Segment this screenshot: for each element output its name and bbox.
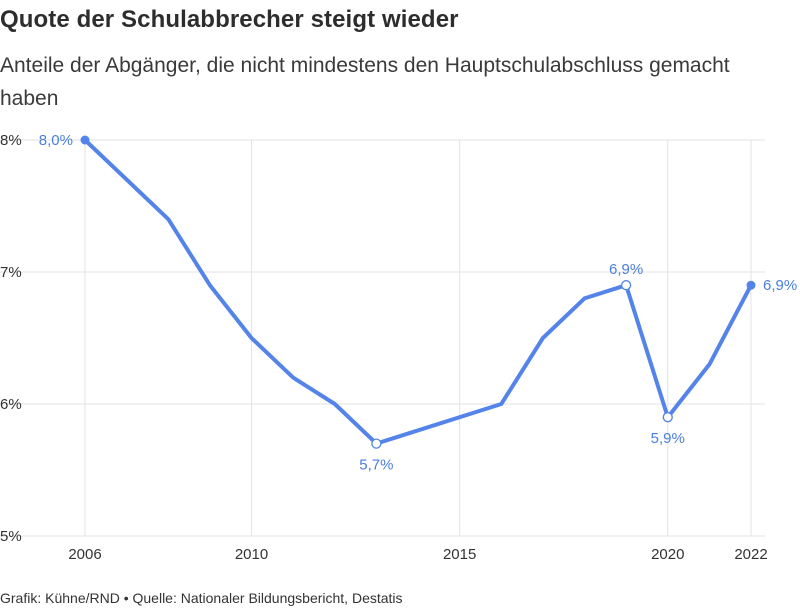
x-tick-label: 2020 bbox=[651, 546, 684, 563]
chart-title: Quote der Schulabbrecher steigt wieder bbox=[0, 6, 459, 33]
data-label: 5,9% bbox=[651, 430, 685, 447]
chart-subtitle: Anteile der Abgänger, die nicht mindeste… bbox=[0, 54, 730, 110]
x-tick-label: 2015 bbox=[443, 546, 476, 563]
y-tick-label: 5% bbox=[0, 528, 22, 545]
x-tick-label: 2010 bbox=[235, 546, 268, 563]
data-point-marker bbox=[662, 412, 673, 423]
data-point-marker bbox=[80, 135, 90, 145]
data-label: 6,9% bbox=[763, 277, 797, 294]
y-tick-label: 6% bbox=[0, 396, 22, 413]
data-point-marker bbox=[746, 280, 756, 290]
data-label: 5,7% bbox=[359, 457, 393, 474]
data-label: 8,0% bbox=[39, 132, 73, 149]
series-line bbox=[83, 138, 753, 446]
chart-footer-credit: Grafik: Kühne/RND • Quelle: Nationaler B… bbox=[0, 590, 403, 606]
x-tick-label: 2006 bbox=[68, 546, 101, 563]
y-tick-label: 7% bbox=[0, 264, 22, 281]
data-point-marker bbox=[371, 438, 382, 449]
y-tick-label: 8% bbox=[0, 132, 22, 149]
x-tick-label: 2022 bbox=[734, 546, 767, 563]
data-point-marker bbox=[620, 280, 632, 291]
data-label: 6,9% bbox=[609, 261, 643, 278]
